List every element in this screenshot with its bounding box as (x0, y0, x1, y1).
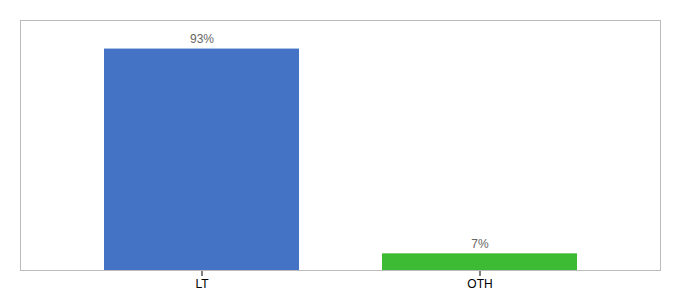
svg-text:OTH: OTH (467, 277, 492, 291)
svg-text:93%: 93% (190, 32, 214, 46)
svg-text:7%: 7% (471, 237, 489, 251)
svg-text:LT: LT (195, 277, 209, 291)
